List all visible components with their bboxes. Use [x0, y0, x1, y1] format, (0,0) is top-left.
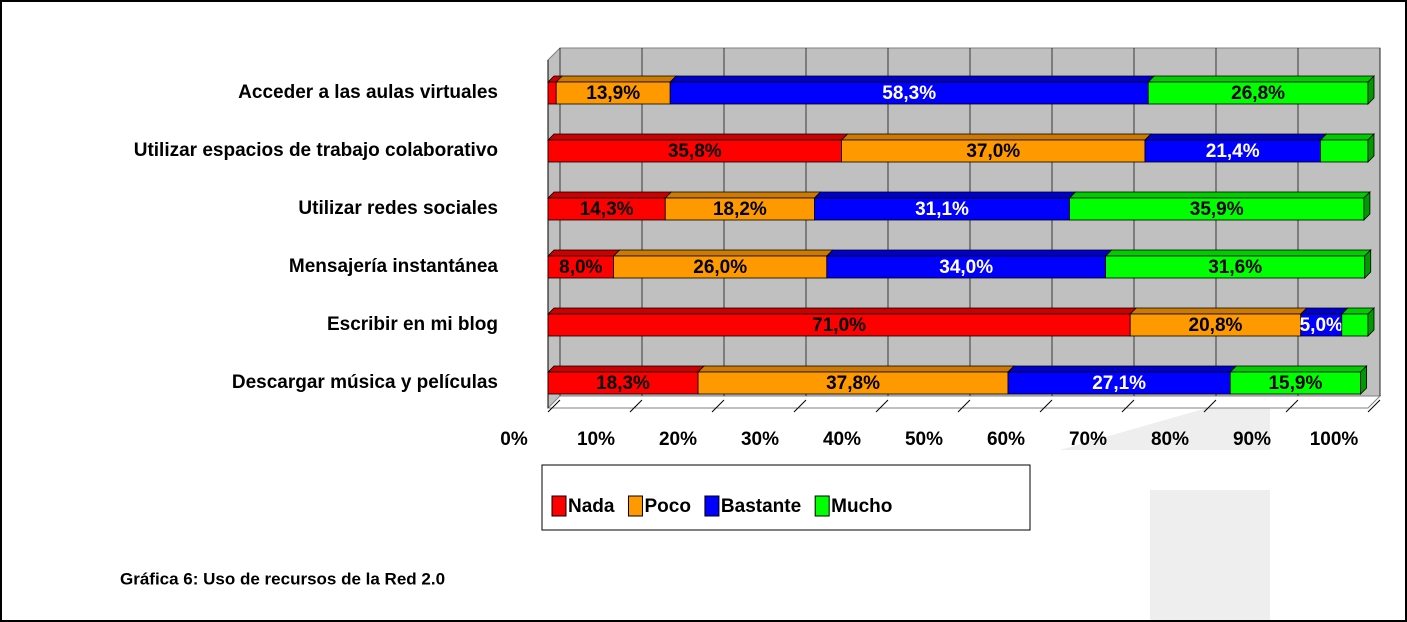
bar-top — [612, 249, 834, 257]
bar-top — [1229, 365, 1368, 373]
value-label: 21,4% — [1206, 141, 1260, 162]
bar-top — [664, 191, 822, 199]
bar-side — [1367, 307, 1375, 337]
legend-label: Bastante — [721, 496, 801, 517]
watermark-wall — [1150, 490, 1270, 620]
value-label: 35,9% — [1190, 199, 1244, 220]
legend-label: Mucho — [831, 496, 892, 517]
value-label: 8,0% — [559, 257, 602, 278]
value-label: 5,0% — [1300, 315, 1343, 336]
bar-side — [1367, 133, 1375, 163]
bar-top — [1007, 365, 1238, 373]
category-label: Mensajería instantánea — [289, 256, 499, 277]
value-label: 13,9% — [586, 83, 640, 104]
value-label: 34,0% — [939, 257, 993, 278]
value-label: 27,1% — [1092, 373, 1146, 394]
bar-top — [1143, 133, 1328, 141]
tick-mark — [1367, 399, 1381, 413]
value-label: 35,8% — [668, 141, 722, 162]
legend-swatch — [704, 495, 720, 517]
category-label: Utilizar redes sociales — [298, 198, 498, 219]
value-label: 37,8% — [826, 373, 880, 394]
tick-mark — [1285, 399, 1299, 413]
bar-top — [1147, 75, 1375, 83]
tick-mark — [875, 399, 889, 413]
value-label: 14,3% — [580, 199, 634, 220]
bar-top — [840, 133, 1152, 141]
bar — [547, 81, 557, 105]
x-tick-label: 90% — [1233, 429, 1271, 450]
category-label: Acceder a las aulas virtuales — [238, 82, 498, 103]
legend-label: Nada — [568, 496, 615, 517]
tick-mark — [793, 399, 807, 413]
caption: Gráfica 6: Uso de recursos de la Red 2.0 — [120, 569, 445, 588]
x-tick-label: 80% — [1151, 429, 1189, 450]
bar-top — [825, 249, 1113, 257]
value-label: 18,3% — [596, 373, 650, 394]
x-tick-label: 0% — [500, 429, 528, 450]
tick-mark — [629, 399, 643, 413]
bar-top — [1104, 249, 1372, 257]
legend-label: Poco — [644, 496, 690, 517]
bar-top — [1129, 307, 1308, 315]
x-tick-label: 60% — [987, 429, 1025, 450]
x-tick-label: 20% — [659, 429, 697, 450]
x-tick-label: 40% — [823, 429, 861, 450]
bar-top — [547, 133, 849, 141]
value-label: 37,0% — [966, 141, 1020, 162]
value-label: 58,3% — [882, 83, 936, 104]
x-tick-label: 70% — [1069, 429, 1107, 450]
plot-area: 0% 10% 20% 30% 40% 50% 60% 70% 80% 90% 100% Acceder… — [134, 47, 1382, 450]
value-label: 31,1% — [915, 199, 969, 220]
value-label: 31,6% — [1208, 257, 1262, 278]
category-label: Utilizar espacios de trabajo colaborativ… — [134, 140, 498, 161]
bar-side — [1363, 191, 1371, 221]
x-tick-label: 30% — [741, 429, 779, 450]
value-label: 18,2% — [713, 199, 767, 220]
category-label: Escribir en mi blog — [327, 314, 498, 335]
bar-top — [669, 75, 1156, 83]
bar-top — [813, 191, 1077, 199]
bar-top — [547, 249, 621, 257]
bar-top — [697, 365, 1015, 373]
bar-top — [547, 365, 706, 373]
tick-mark — [547, 399, 561, 413]
tick-mark — [1039, 399, 1053, 413]
legend-swatch — [551, 495, 567, 517]
bar — [1341, 313, 1369, 337]
bar-side — [1360, 365, 1368, 395]
legend-swatch — [627, 495, 643, 517]
value-label: 20,8% — [1189, 315, 1243, 336]
legend-swatch — [814, 495, 830, 517]
bar-top — [555, 75, 678, 83]
bar-top — [1068, 191, 1371, 199]
value-label: 15,9% — [1268, 373, 1322, 394]
bar-side — [1367, 75, 1375, 105]
bar-top — [1299, 307, 1349, 315]
tick-mark — [957, 399, 971, 413]
tick-mark — [711, 399, 725, 413]
x-tick-label: 10% — [577, 429, 615, 450]
value-label: 26,0% — [693, 257, 747, 278]
bar — [1320, 139, 1369, 163]
category-label: Descargar música y películas — [232, 372, 498, 393]
legend-box — [541, 464, 1031, 531]
tick-mark — [1203, 399, 1217, 413]
bar-top — [547, 191, 673, 199]
value-label: 26,8% — [1231, 83, 1285, 104]
bar-top — [1319, 133, 1375, 141]
tick-mark — [1121, 399, 1135, 413]
x-tick-label: 50% — [905, 429, 943, 450]
bar-top — [547, 307, 1138, 315]
x-tick-label: 100% — [1310, 429, 1359, 450]
value-label: 71,0% — [812, 315, 866, 336]
bar-side — [1364, 249, 1372, 279]
